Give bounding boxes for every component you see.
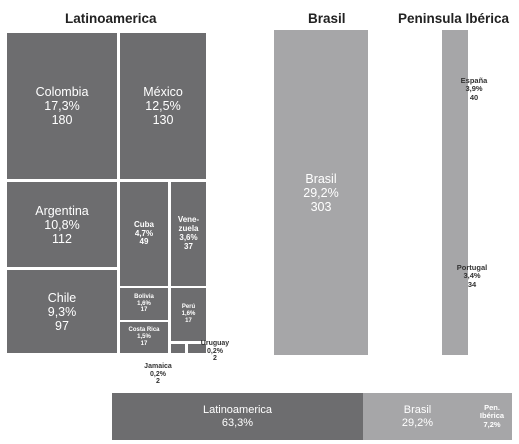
label-line: 1,6% bbox=[137, 300, 151, 307]
label-line: Cuba bbox=[134, 219, 154, 229]
label-line: 2 bbox=[156, 378, 160, 386]
tile-total-brasil: Brasil 29,2% bbox=[363, 393, 472, 440]
label-jamaica: Jamaica 0,2% 2 bbox=[144, 363, 172, 386]
label-line: 34 bbox=[467, 279, 477, 289]
label-line: 3,6% bbox=[179, 233, 198, 242]
label-line: Brasil bbox=[403, 404, 432, 417]
label-line: Argentina bbox=[35, 203, 89, 218]
label-line: 17,3% bbox=[44, 99, 80, 113]
label-line: 0,2% bbox=[207, 347, 223, 355]
label-line: 12,5% bbox=[145, 99, 181, 113]
tile-total-latinoamerica: Latinoamerica 63,3% bbox=[112, 393, 363, 440]
label-line: 9,3% bbox=[47, 304, 77, 319]
label-line: 97 bbox=[55, 318, 69, 333]
tile-jamaica bbox=[171, 344, 185, 353]
label-line: 303 bbox=[310, 199, 332, 214]
label-line: Vene- bbox=[177, 215, 200, 225]
label-line: 3,4% bbox=[463, 271, 481, 281]
label-espana: España 3,9% 40 bbox=[460, 76, 488, 102]
label-line: 40 bbox=[469, 92, 479, 102]
label-uruguay: Uruguay 0,2% 2 bbox=[201, 340, 229, 363]
header-latinoamerica: Latinoamerica bbox=[65, 11, 157, 26]
tile-espana bbox=[442, 30, 468, 355]
label-line: Latinoamerica bbox=[202, 404, 273, 417]
label-line: 180 bbox=[51, 113, 73, 127]
label-portugal: Portugal 3,4% 34 bbox=[456, 263, 488, 289]
label-line: Jamaica bbox=[144, 363, 172, 370]
label-line: 63,3% bbox=[221, 416, 254, 429]
label-line: zuela bbox=[178, 224, 199, 234]
tile-cuba: Cuba 4,7% 49 bbox=[120, 182, 168, 286]
label-line: 10,8% bbox=[44, 217, 80, 232]
label-line: Bolivia bbox=[134, 293, 154, 300]
tile-peru: Perú 1,6% 17 bbox=[171, 288, 206, 341]
tile-chile: Chile 9,3% 97 bbox=[7, 270, 117, 353]
tile-venezuela: Vene-zuela 3,6% 37 bbox=[171, 182, 206, 286]
label-line: 29,2% bbox=[401, 416, 434, 429]
label-line: 7,2% bbox=[483, 419, 501, 429]
tile-argentina: Argentina 10,8% 112 bbox=[7, 182, 117, 267]
label-line: Costa Rica bbox=[128, 327, 160, 334]
label-line: 0,2% bbox=[150, 370, 166, 378]
label-line: Perú bbox=[181, 304, 196, 311]
label-line: 2 bbox=[213, 355, 217, 363]
label-line: 37 bbox=[184, 241, 193, 251]
label-line: 17 bbox=[140, 340, 148, 347]
label-line: Uruguay bbox=[200, 340, 230, 347]
tile-uruguay bbox=[188, 344, 206, 353]
label-line: 29,2% bbox=[303, 185, 339, 200]
label-line: 3,9% bbox=[465, 84, 483, 94]
label-line: 17 bbox=[140, 307, 148, 314]
label-line: Ibérica bbox=[479, 411, 505, 421]
label-line: Portugal bbox=[456, 263, 488, 272]
label-line: 4,7% bbox=[134, 228, 154, 238]
label-line: 112 bbox=[52, 231, 72, 246]
label-line: Pen. bbox=[484, 402, 500, 412]
label-line: España bbox=[460, 76, 488, 85]
tile-total-pen: Pen. Ibérica 7,2% bbox=[472, 393, 512, 440]
header-brasil: Brasil bbox=[308, 11, 346, 26]
label-line: Brasil bbox=[305, 171, 337, 186]
header-peninsula-iberica: Peninsula Ibérica bbox=[398, 11, 510, 26]
tile-mexico: México 12,5% 130 bbox=[120, 33, 206, 179]
tile-costa-rica: Costa Rica 1,5% 17 bbox=[120, 322, 168, 353]
label-line: Chile bbox=[47, 290, 77, 305]
label-line: 17 bbox=[185, 317, 192, 324]
tile-bolivia: Bolivia 1,6% 17 bbox=[120, 288, 168, 320]
label-line: 1,6% bbox=[181, 311, 196, 318]
tile-brasil: Brasil 29,2% 303 bbox=[274, 30, 368, 355]
tile-colombia: Colombia 17,3% 180 bbox=[7, 33, 117, 179]
label-line: México bbox=[143, 85, 183, 99]
label-line: 1,5% bbox=[137, 334, 151, 341]
label-line: Colombia bbox=[35, 85, 89, 99]
label-line: 49 bbox=[139, 237, 149, 247]
label-line: 130 bbox=[152, 113, 174, 127]
